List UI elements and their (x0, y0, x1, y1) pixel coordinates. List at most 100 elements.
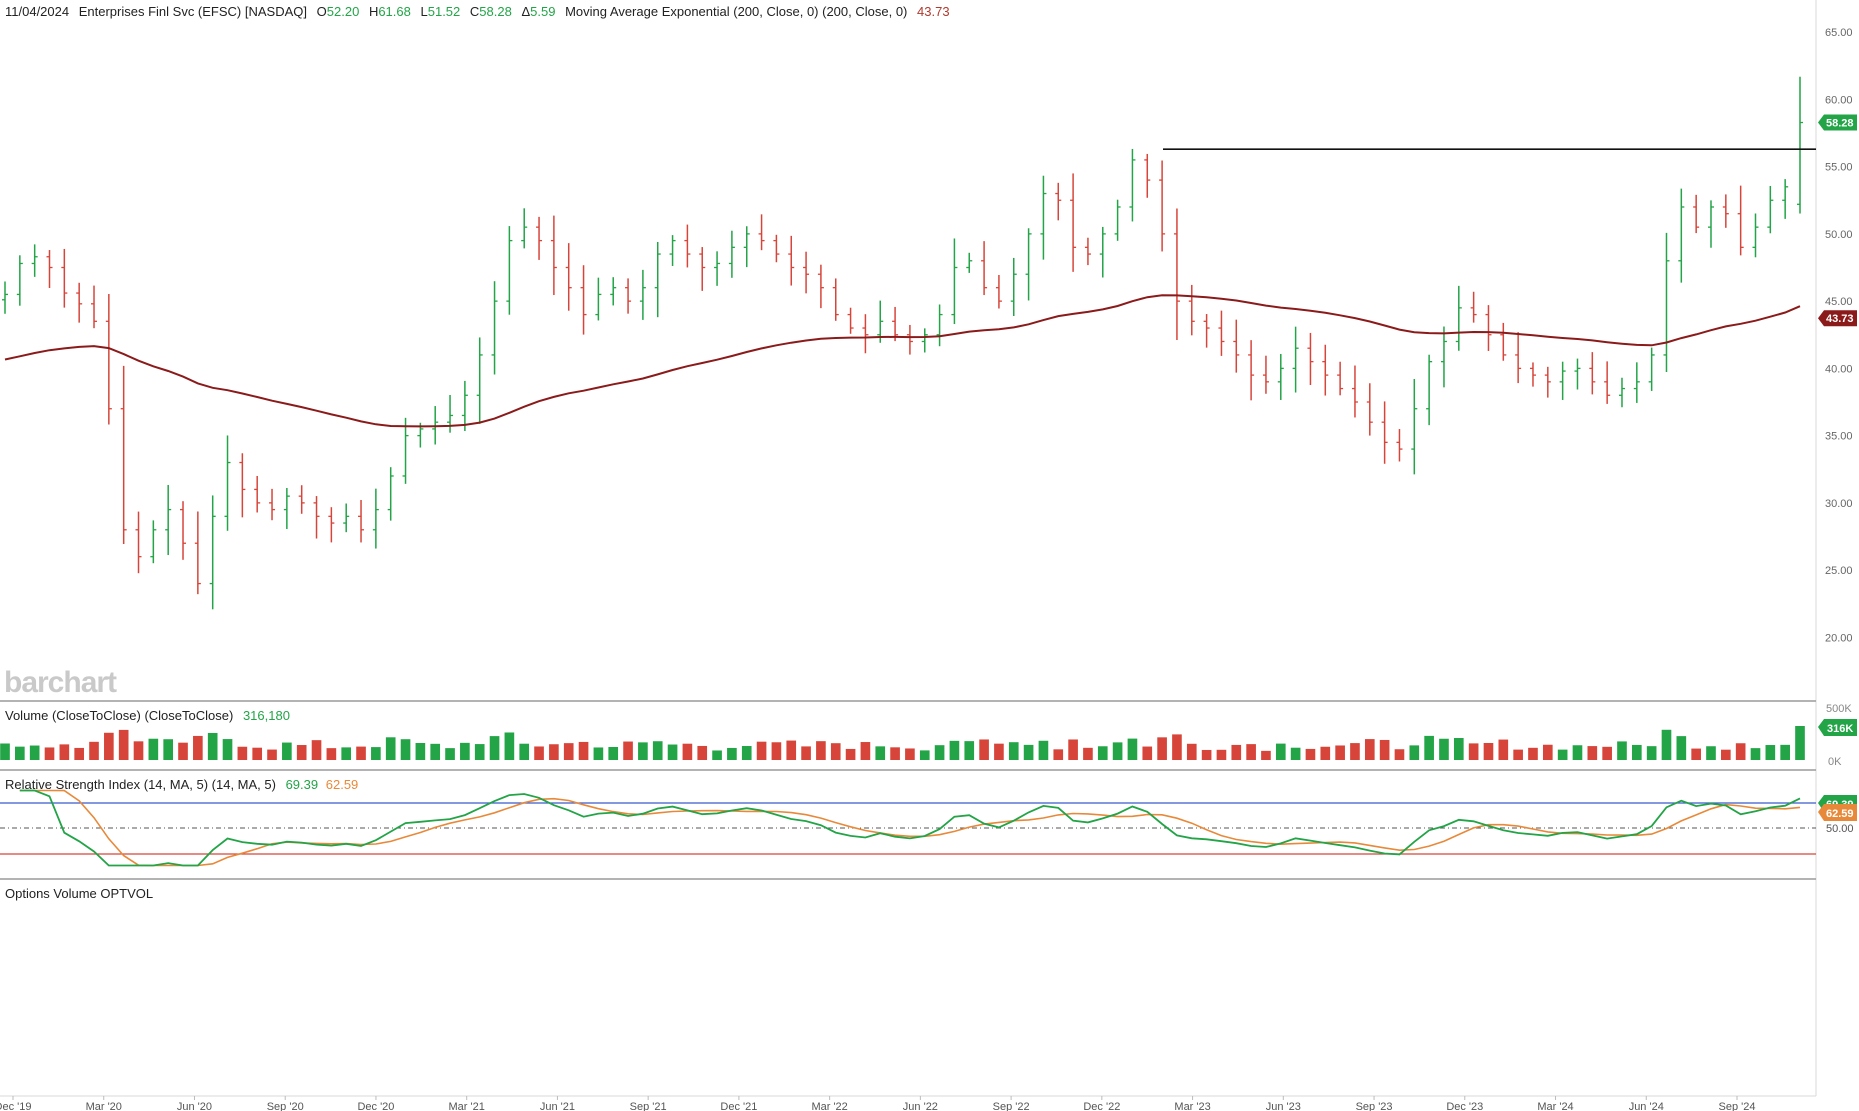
x-tick-label: Mar '21 (449, 1101, 485, 1111)
volume-bar (1439, 738, 1449, 760)
volume-bar (207, 732, 218, 760)
x-tick-label: Sep '23 (1356, 1101, 1393, 1111)
volume-bar (1750, 748, 1761, 760)
volume-bar (549, 744, 559, 760)
x-tick-label: Sep '24 (1719, 1101, 1756, 1111)
volume-bar (756, 741, 767, 760)
volume-badge: 316K (1818, 719, 1857, 736)
volume-bar (1528, 747, 1538, 760)
volume-bar (252, 747, 263, 760)
volume-bar (15, 746, 25, 760)
volume-value: 316,180 (243, 708, 290, 723)
ma-badge-shape (1818, 310, 1857, 327)
volume-bar (1038, 740, 1049, 760)
y-tick-label: 35.00 (1825, 431, 1853, 443)
volume-bar (801, 746, 811, 760)
volume-bar (489, 736, 500, 760)
y-tick-label: 25.00 (1825, 565, 1853, 577)
ema-200-layer (4, 294, 1801, 428)
volume-bar (563, 743, 574, 760)
volume-bar (296, 745, 307, 760)
y-tick-label: 30.00 (1825, 498, 1853, 510)
volume-bar (1053, 749, 1064, 760)
volume-bar (1246, 744, 1256, 760)
volume-bar (1023, 744, 1034, 760)
volume-bar (1157, 737, 1167, 760)
volume-bar (1216, 749, 1227, 760)
volume-bar (371, 747, 381, 760)
volume-bar (267, 749, 277, 760)
volume-bar (222, 739, 233, 760)
volume-bar (1780, 744, 1790, 760)
volume-bar (519, 743, 530, 760)
volume-axis-top: 500K (1826, 703, 1852, 715)
volume-bar (786, 740, 797, 760)
chart-header: 11/04/2024 Enterprises Finl Svc (EFSC) [… (5, 4, 950, 19)
volume-bar (638, 742, 648, 760)
x-tick-label: Mar '22 (811, 1101, 847, 1111)
x-tick-label: Dec '23 (1446, 1101, 1483, 1111)
volume-bar (1513, 749, 1523, 760)
volume-bar (1290, 747, 1301, 760)
volume-bar (1201, 749, 1212, 760)
volume-bar (1350, 743, 1360, 760)
volume-bar (1483, 742, 1494, 760)
volume-bar (905, 748, 915, 760)
volume-bar (282, 742, 292, 760)
x-tick-label: Jun '20 (177, 1101, 212, 1111)
y-tick-label: 55.00 (1825, 162, 1853, 174)
volume-bar (1602, 746, 1612, 760)
volume-bar (1721, 749, 1731, 760)
volume-bar (1083, 747, 1093, 760)
volume-bar (949, 740, 960, 760)
x-tick-label: Dec '22 (1083, 1101, 1120, 1111)
volume-bar (682, 743, 693, 760)
rsi-header: Relative Strength Index (14, MA, 5) (14,… (5, 777, 358, 792)
volume-bar (1498, 739, 1509, 760)
volume-bar (830, 743, 841, 760)
volume-bar (474, 744, 485, 760)
volume-bar (29, 745, 40, 760)
volume-label: Volume (CloseToClose) (CloseToClose) (5, 708, 233, 723)
volume-bar (341, 747, 352, 760)
volume-bar (623, 741, 633, 760)
volume-bar (356, 746, 366, 760)
volume-bar (1572, 745, 1583, 760)
volume-bar (1186, 743, 1197, 760)
volume-bar (1409, 745, 1420, 760)
volume-bar (1172, 734, 1182, 760)
volume-bar (133, 741, 144, 760)
header-change-value: 5.59 (530, 4, 555, 19)
volume-bar (1617, 741, 1627, 760)
volume-bar (860, 742, 871, 760)
volume-bar (118, 729, 129, 760)
volume-bar (1542, 744, 1553, 760)
volume-bar (875, 746, 886, 760)
volume-bar (460, 742, 470, 760)
price-badge-shape (1818, 114, 1857, 131)
volume-bar (667, 744, 678, 760)
y-tick-label: 50.00 (1825, 229, 1853, 241)
volume-bar (504, 732, 515, 760)
barchart-watermark: barchart (4, 666, 117, 699)
volume-bar (44, 747, 55, 760)
x-tick-label: Sep '20 (267, 1101, 304, 1111)
price-badge-text: 58.28 (1826, 118, 1854, 130)
x-tick-label: Jun '22 (903, 1101, 938, 1111)
rsi-lines (19, 789, 1801, 867)
volume-bar (964, 741, 975, 760)
volume-bar (415, 742, 426, 760)
header-close-label: C (470, 4, 479, 19)
y-tick-label: 40.00 (1825, 363, 1853, 375)
volume-axis-bottom: 0K (1828, 756, 1842, 768)
volume-bar (919, 750, 930, 760)
volume-bar (1142, 746, 1153, 760)
volume-bar (1008, 742, 1019, 760)
volume-bar (934, 745, 945, 760)
volume-bar (1068, 739, 1078, 760)
volume-bar (1795, 726, 1805, 760)
volume-bar (1394, 749, 1405, 760)
volume-bar (697, 745, 708, 760)
volume-bar (1231, 744, 1242, 760)
